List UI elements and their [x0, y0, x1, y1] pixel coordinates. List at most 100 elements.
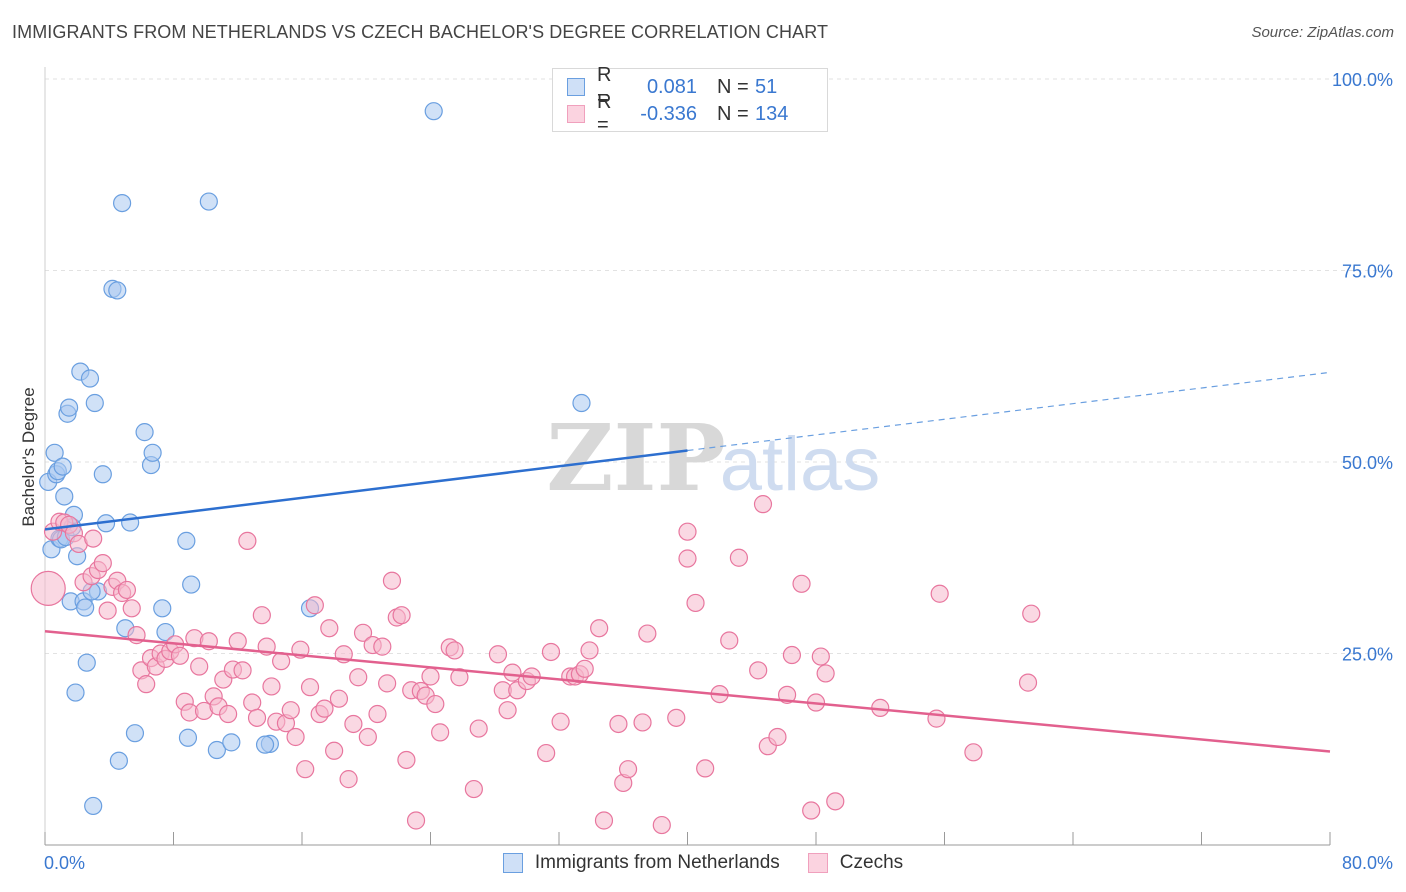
netherlands-point [93, 465, 112, 484]
r-label: R = [597, 91, 612, 136]
czechs-point [575, 659, 594, 678]
czechs-point [349, 668, 368, 687]
czechs-point [238, 531, 257, 550]
netherlands-point [66, 683, 85, 702]
czechs-point [590, 619, 609, 638]
netherlands-point [199, 192, 218, 211]
netherlands-point [112, 193, 132, 213]
czechs-point [431, 723, 450, 742]
legend-label: Immigrants from Netherlands [534, 852, 780, 873]
czechs-point [792, 574, 811, 593]
czechs-point [826, 792, 845, 811]
czechs-point [464, 779, 483, 799]
czechs-point [320, 619, 339, 638]
stats-legend: R = 0.081 N = 51 R = -0.336 N = 134 [552, 64, 828, 136]
czechs-point [678, 522, 697, 541]
netherlands-point [125, 724, 145, 743]
czechs-point [305, 596, 324, 615]
czechs-point [686, 593, 705, 613]
y-tick-label: 50.0% [1342, 453, 1393, 473]
czechs-point [233, 661, 252, 680]
chart-title: IMMIGRANTS FROM NETHERLANDS VS CZECH BAC… [12, 22, 829, 42]
czechs-point [498, 701, 517, 720]
netherlands-point [45, 443, 64, 462]
czechs-legend-swatch [807, 853, 828, 873]
czechs-trendline [44, 630, 1331, 753]
czechs-point [344, 714, 363, 734]
points-group [30, 102, 1041, 835]
netherlands-points [39, 102, 591, 816]
czechs-point [30, 570, 66, 606]
czechs-point [378, 674, 397, 693]
netherlands-point [572, 393, 591, 413]
czechs-points [30, 495, 1041, 835]
y-axis-label: Bachelor's Degree [19, 387, 38, 526]
czechs-point [228, 632, 247, 651]
netherlands-point [156, 622, 175, 642]
czechs-point [930, 584, 949, 603]
czechs-point [964, 743, 983, 762]
czechs-point [469, 719, 488, 738]
czechs-point [382, 571, 402, 590]
netherlands-legend-swatch [502, 853, 523, 873]
czechs-point [696, 759, 715, 778]
czechs-point [541, 642, 561, 662]
czechs-point [397, 750, 416, 770]
czechs-point [219, 704, 238, 724]
netherlands-point [80, 369, 100, 388]
czechs-point [300, 678, 320, 697]
stats-row-czechs: R = -0.336 N = 134 [567, 91, 795, 136]
netherlands-point [59, 398, 79, 417]
netherlands-point [177, 531, 196, 550]
r-value: -0.336 [640, 102, 697, 125]
czechs-point [749, 661, 768, 680]
czechs-point [243, 693, 262, 712]
czechs-point [618, 760, 638, 779]
czechs-point [117, 580, 137, 600]
netherlands-point [255, 735, 275, 754]
czechs-point [551, 712, 570, 731]
czechs-point [84, 529, 103, 548]
legend-item-netherlands[interactable]: Immigrants from Netherlands [502, 852, 780, 874]
netherlands-swatch [567, 78, 585, 96]
y-tick-label: 100.0% [1332, 70, 1393, 90]
r-value: 0.081 [646, 75, 697, 98]
czechs-point [98, 601, 117, 620]
czechs-point [373, 637, 392, 656]
netherlands-point [85, 393, 104, 413]
netherlands-trendline [44, 449, 688, 531]
czechs-point [170, 646, 190, 665]
y-tick-label: 25.0% [1342, 645, 1393, 665]
netherlands-point [77, 653, 96, 672]
netherlands-point [53, 457, 72, 476]
netherlands-point [222, 733, 241, 752]
czechs-point [638, 624, 657, 643]
czechs-point [392, 606, 411, 625]
czechs-point [450, 668, 469, 687]
source-label: Source: ZipAtlas.com [1251, 24, 1394, 41]
n-label: N = [717, 75, 749, 98]
czechs-point [580, 641, 599, 660]
czechs-point [816, 664, 835, 683]
n-value: 134 [755, 102, 789, 125]
czechs-point [358, 727, 377, 747]
r-label: R = [597, 64, 612, 109]
czechs-point [720, 631, 739, 650]
czechs-point [286, 727, 305, 747]
netherlands-point [109, 751, 128, 770]
czechs-point [1022, 604, 1041, 623]
x-tick-label: 0.0% [44, 853, 85, 873]
czechs-point [296, 760, 315, 779]
czechs-point [927, 709, 946, 728]
netherlands-point [121, 513, 140, 532]
netherlands-point [108, 281, 127, 300]
czechs-point [667, 708, 686, 727]
czechs-point [1018, 673, 1038, 692]
n-label: N = [717, 102, 749, 125]
legend-item-czechs[interactable]: Czechs [807, 852, 903, 874]
czechs-point [272, 652, 291, 671]
stats-row-netherlands: R = 0.081 N = 51 [567, 64, 795, 109]
czechs-point [247, 708, 267, 727]
czechs-point [122, 599, 141, 618]
